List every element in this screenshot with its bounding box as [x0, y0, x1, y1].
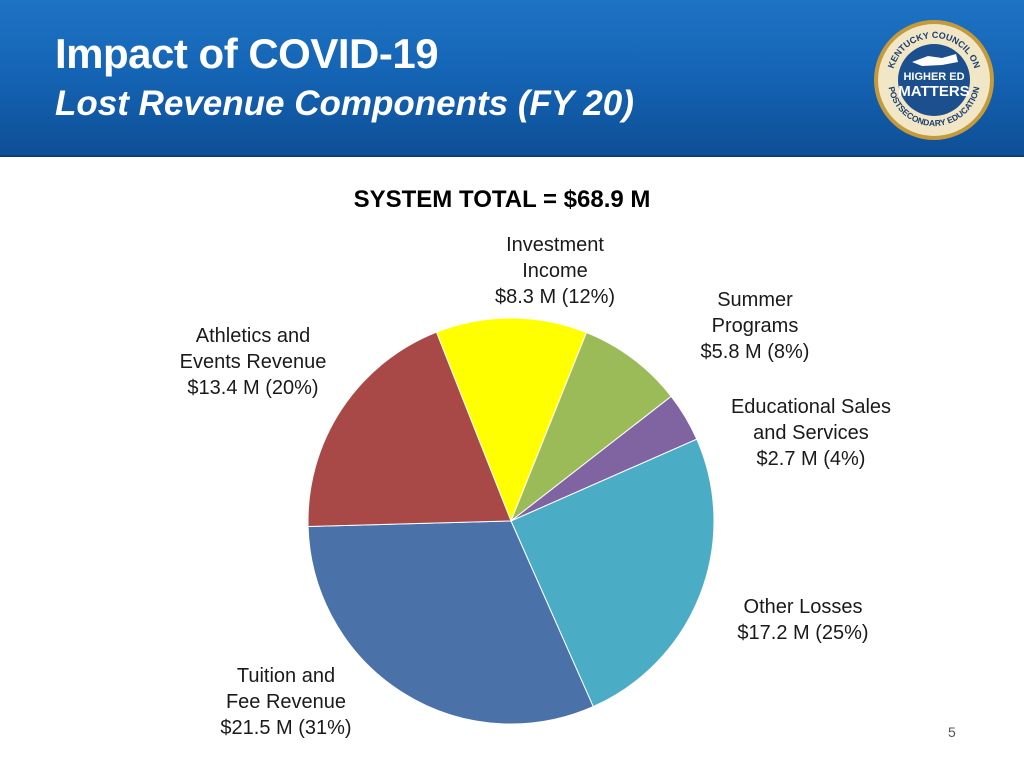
pie-label-line: Fee Revenue	[225, 691, 347, 713]
pie-label-3: Other Losses $17.2 M (25%)	[737, 594, 868, 646]
pie-label-line: Athletics and	[195, 325, 311, 347]
chart-title: SYSTEM TOTAL = $68.9 M	[353, 186, 651, 213]
pie-label-line: $2.7 M (4%)	[756, 448, 866, 470]
pie-label-5: Athletics and Events Revenue $13.4 M (20%)	[180, 323, 327, 401]
pie-slice-5	[307, 331, 512, 528]
pie-label-line: Income	[522, 260, 588, 282]
pie-label-line: and Services	[753, 422, 869, 444]
pie-label-0: Investment Income $8.3 M (12%)	[495, 232, 615, 310]
pie-label-line: Events Revenue	[179, 351, 327, 373]
pie-label-line: $5.8 M (8%)	[700, 341, 810, 363]
pie-label-line: $8.3 M (12%)	[494, 286, 616, 308]
pie-slice-1	[509, 331, 672, 523]
kentucky-state-icon	[912, 54, 958, 66]
logo-line1: HIGHER ED	[903, 71, 964, 83]
pie-label-line: $17.2 M (25%)	[737, 622, 869, 644]
logo-line2: MATTERS	[898, 83, 969, 100]
council-logo: KENTUCKY COUNCIL ON POSTSECONDARY EDUCAT…	[874, 20, 994, 140]
pie-label-line: Tuition and	[236, 665, 336, 687]
pie-label-4: Tuition and Fee Revenue $21.5 M (31%)	[220, 663, 351, 741]
page-number: 5	[948, 724, 956, 740]
pie-label-line: Programs	[711, 315, 799, 337]
pie-label-1: Summer Programs $5.8 M (8%)	[701, 287, 810, 365]
pie-label-line: Educational Sales	[730, 396, 892, 418]
pie-label-line: Investment	[506, 234, 604, 256]
pie-label-line: Summer	[717, 289, 793, 311]
pie-slice-3	[510, 438, 715, 708]
pie-label-2: Educational Sales and Services $2.7 M (4%)	[731, 394, 891, 472]
pie-slice-0	[435, 317, 588, 523]
pie-label-line: $13.4 M (20%)	[187, 377, 319, 399]
pie-slice-4	[307, 520, 594, 725]
pie-label-line: $21.5 M (31%)	[220, 717, 352, 739]
slide-header: Impact of COVID-19 Lost Revenue Componen…	[0, 0, 1024, 157]
slide-title: Impact of COVID-19	[55, 30, 439, 77]
pie-label-line: Other Losses	[743, 596, 863, 618]
slide-subtitle: Lost Revenue Components (FY 20)	[55, 84, 634, 123]
